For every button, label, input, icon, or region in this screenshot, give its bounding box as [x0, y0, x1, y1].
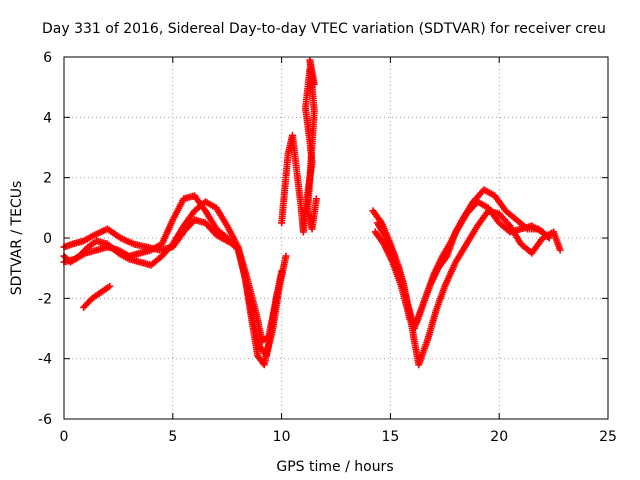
y-tick-label: 2 [43, 171, 52, 187]
x-tick-label: 20 [490, 429, 508, 445]
data-point [312, 195, 320, 203]
y-tick-label: 4 [43, 110, 52, 126]
data-point [556, 246, 564, 254]
data-point [106, 282, 114, 290]
series-arc-6 [373, 207, 564, 369]
data-points [60, 56, 564, 369]
x-tick-label: 0 [60, 429, 69, 445]
x-tick-label: 5 [168, 429, 177, 445]
y-axis-label: SDTVAR / TECUs [9, 181, 25, 296]
grid [64, 57, 608, 419]
y-tick-label: 0 [43, 231, 52, 247]
series-arc-3 [60, 192, 281, 369]
axis-ticks: 0 5 10 15 20 25 -6 -4 -2 0 2 4 6 [38, 50, 617, 445]
x-tick-label: 10 [273, 429, 291, 445]
chart-title: Day 331 of 2016, Sidereal Day-to-day VTE… [42, 21, 606, 37]
series-arc-spike [278, 56, 320, 236]
y-tick-label: -2 [38, 291, 52, 307]
data-point [282, 252, 290, 260]
data-point [273, 288, 281, 296]
y-tick-label: -6 [38, 412, 52, 428]
y-tick-label: 6 [43, 50, 52, 66]
x-axis-label: GPS time / hours [276, 459, 393, 475]
x-tick-label: 15 [381, 429, 399, 445]
data-point [278, 267, 286, 275]
x-tick-label: 25 [599, 429, 617, 445]
series-arc-short [80, 282, 114, 311]
y-tick-label: -4 [38, 352, 52, 368]
data-point [233, 245, 241, 253]
